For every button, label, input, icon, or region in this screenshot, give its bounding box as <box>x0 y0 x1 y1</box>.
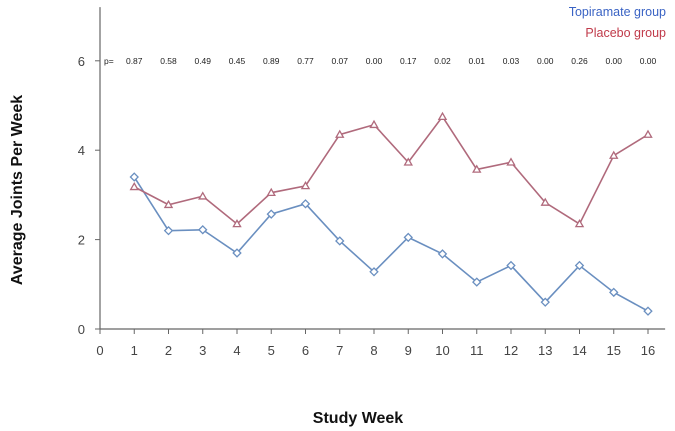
p-value: 0.45 <box>229 56 246 66</box>
placebo-group-point <box>266 187 276 197</box>
legend-placebo: Placebo group <box>585 26 666 40</box>
legend-topiramate: Topiramate group <box>569 5 666 19</box>
x-tick-label: 6 <box>302 343 309 358</box>
p-value: 0.89 <box>263 56 280 66</box>
placebo-group-point <box>540 197 550 206</box>
placebo-group-point <box>472 164 482 173</box>
x-tick-label: 14 <box>572 343 586 358</box>
topiramate-group-point <box>472 277 482 287</box>
topiramate-group-point <box>403 232 413 243</box>
x-tick-label: 13 <box>538 343 552 358</box>
placebo-group-point <box>403 157 413 166</box>
p-value: 0.00 <box>640 56 657 66</box>
topiramate-group-point <box>163 225 174 236</box>
topiramate-group-point <box>437 249 448 259</box>
x-tick-label: 9 <box>405 343 412 358</box>
p-value: 0.77 <box>297 56 314 66</box>
topiramate-group-point <box>643 306 653 316</box>
x-tick-label: 4 <box>233 343 240 358</box>
p-value: 0.00 <box>537 56 554 66</box>
x-tick-label: 11 <box>470 343 484 358</box>
p-value: 0.03 <box>503 56 520 66</box>
p-value: 0.07 <box>331 56 348 66</box>
topiramate-group-point <box>574 260 585 271</box>
y-tick-label: 6 <box>78 54 85 69</box>
topiramate-group-point <box>335 236 345 246</box>
p-value: 0.49 <box>194 56 211 66</box>
p-value: 0.00 <box>366 56 383 66</box>
topiramate-group-point <box>369 267 379 277</box>
y-tick-label: 4 <box>78 143 85 158</box>
placebo-group-point <box>335 129 345 138</box>
x-tick-label: 3 <box>199 343 206 358</box>
x-tick-label: 2 <box>165 343 172 358</box>
p-value: 0.01 <box>468 56 485 66</box>
p-value: 0.02 <box>434 56 451 66</box>
topiramate-group-point <box>129 172 139 182</box>
x-axis-title: Study Week <box>313 410 404 427</box>
y-tick-label: 2 <box>78 233 85 248</box>
topiramate-group-line <box>133 176 649 312</box>
x-tick-label: 8 <box>370 343 377 358</box>
topiramate-group-point <box>266 209 276 219</box>
x-tick-label: 5 <box>268 343 275 358</box>
placebo-group-point <box>198 191 208 200</box>
topiramate-group-point <box>232 248 242 258</box>
x-tick-label: 10 <box>435 343 449 358</box>
x-tick-label: 0 <box>96 343 103 358</box>
x-tick-label: 12 <box>504 343 518 358</box>
placebo-group-point <box>506 157 516 166</box>
x-tick-labels: 0 1 2 3 4 5 6 7 8 9 10 11 12 13 14 15 16 <box>96 343 655 358</box>
placebo-group-point <box>163 199 174 209</box>
y-axis-title: Average Joints Per Week <box>9 95 26 285</box>
placebo-group-point <box>574 219 585 228</box>
topiramate-group-point <box>540 297 550 307</box>
p-value-row: p= 0.87 0.58 0.49 0.45 0.89 0.77 0.07 0.00 0.17 0.… <box>104 56 657 66</box>
p-label: p= <box>104 56 114 66</box>
p-value: 0.17 <box>400 56 417 66</box>
series-group <box>129 111 653 316</box>
topiramate-group-point <box>300 199 311 209</box>
legend: Topiramate group Placebo group <box>569 5 666 40</box>
x-tick-label: 16 <box>641 343 655 358</box>
x-tick-label: 15 <box>607 343 621 358</box>
placebo-group-line <box>133 115 649 226</box>
p-value: 0.26 <box>571 56 588 66</box>
placebo-group-point <box>437 111 448 121</box>
axes <box>95 7 666 334</box>
p-value: 0.00 <box>605 56 622 66</box>
placebo-group-point <box>643 129 653 138</box>
placebo-group-point <box>609 150 619 159</box>
topiramate-group-point <box>198 225 208 235</box>
topiramate-group-point <box>506 260 516 271</box>
placebo-group-point <box>232 219 242 228</box>
x-tick-label: 1 <box>131 343 138 358</box>
placebo-group-point <box>300 181 311 190</box>
topiramate-group-point <box>609 287 619 298</box>
x-tick-label: 7 <box>336 343 343 358</box>
y-tick-labels: 0 2 4 6 <box>78 54 85 337</box>
p-value: 0.87 <box>126 56 143 66</box>
placebo-group-point <box>129 181 139 191</box>
placebo-group-point <box>369 119 379 129</box>
y-tick-label: 0 <box>78 322 85 337</box>
p-value: 0.58 <box>160 56 177 66</box>
